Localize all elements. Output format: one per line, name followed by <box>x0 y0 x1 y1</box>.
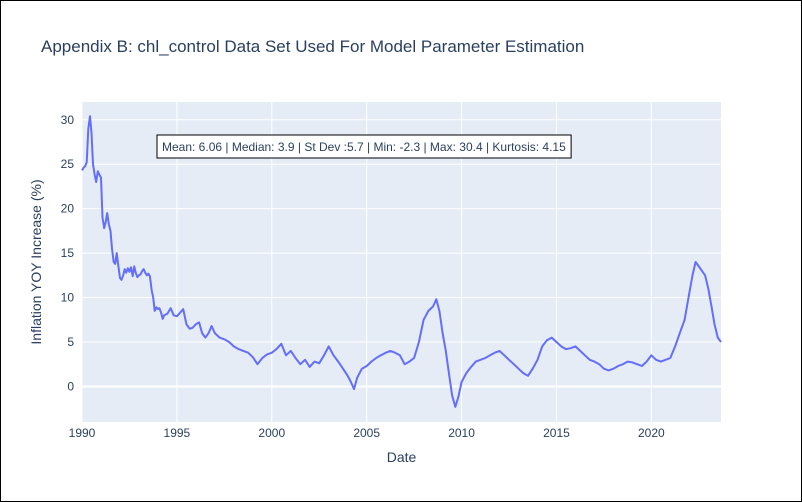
x-axis-label: Date <box>387 449 417 465</box>
series-group <box>81 115 722 408</box>
x-tick-label: 2020 <box>638 426 665 440</box>
stats-annotation-border <box>156 134 572 159</box>
y-tick-label: 20 <box>61 202 75 216</box>
x-tick-label: 2015 <box>543 426 570 440</box>
y-tick-label: 5 <box>67 335 74 349</box>
y-tick-label: 15 <box>61 246 75 260</box>
stats-annotation-box: Mean: 6.06 | Median: 3.9 | St Dev :5.7 |… <box>156 134 572 159</box>
x-tick-label: 2005 <box>353 426 380 440</box>
x-tick-label: 1995 <box>164 426 191 440</box>
x-tick-label: 2000 <box>258 426 285 440</box>
x-tick-label: 2010 <box>448 426 475 440</box>
series-line <box>81 115 722 408</box>
tick-labels: 0 5 10 15 20 25 30 1990 1995 2000 2005 2010 2015 2020 <box>61 113 665 440</box>
y-tick-label: 0 <box>67 379 74 393</box>
y-tick-label: 30 <box>61 113 75 127</box>
stats-annotation-text: Mean: 6.06 | Median: 3.9 | St Dev :5.7 |… <box>162 140 566 154</box>
chart-title: Appendix B: chl_control Data Set Used Fo… <box>41 37 584 56</box>
y-axis-label: Inflation YOY Increase (%) <box>28 179 44 344</box>
y-tick-label: 10 <box>61 291 75 305</box>
y-tick-label: 25 <box>61 157 75 171</box>
x-tick-label: 1990 <box>69 426 96 440</box>
